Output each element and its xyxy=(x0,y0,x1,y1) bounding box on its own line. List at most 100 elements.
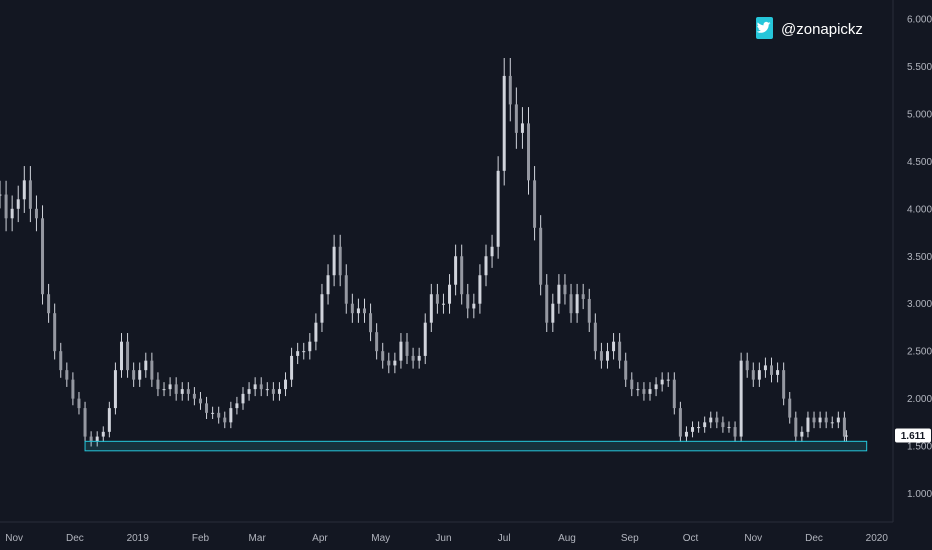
candle-body xyxy=(34,208,38,219)
candle xyxy=(101,426,105,442)
candle-body xyxy=(417,355,421,361)
candle xyxy=(514,87,518,149)
candle xyxy=(545,274,549,332)
y-tick-label: 2.500 xyxy=(907,347,932,358)
candle xyxy=(844,430,848,442)
candle xyxy=(575,283,579,323)
candle-body xyxy=(174,384,178,394)
candle-body xyxy=(265,389,269,391)
watermark: @zonapickz xyxy=(756,17,863,39)
candle xyxy=(247,382,251,401)
candle xyxy=(599,342,603,369)
candle xyxy=(581,283,585,310)
candle-body xyxy=(448,284,452,304)
candle-body xyxy=(624,360,628,380)
candle xyxy=(344,264,348,314)
candle-body xyxy=(411,355,415,361)
x-tick-label: Dec xyxy=(805,533,823,544)
candle-body xyxy=(618,341,622,361)
candle xyxy=(502,57,506,186)
candle xyxy=(417,347,421,369)
candle xyxy=(605,342,609,369)
candle-body xyxy=(423,322,427,356)
candle xyxy=(782,362,786,406)
candle xyxy=(794,411,798,442)
candle xyxy=(435,283,439,314)
candle-body xyxy=(812,417,816,423)
candle-body xyxy=(399,341,403,361)
candle-body xyxy=(59,351,63,371)
candle-body xyxy=(800,431,804,437)
x-tick-label: Feb xyxy=(192,533,210,544)
candle-body xyxy=(393,360,397,366)
candle-body xyxy=(581,294,585,299)
candle-body xyxy=(709,417,713,423)
candle xyxy=(0,180,2,209)
candle xyxy=(721,416,725,433)
candle xyxy=(113,362,117,415)
candle xyxy=(709,411,713,429)
last-price-tag: 1.611 xyxy=(895,428,931,443)
candle-body xyxy=(162,389,166,391)
candle-body xyxy=(563,284,567,295)
price-axis[interactable]: 6.000 5.500 5.000 4.500 4.000 3.500 3.000 2.500… xyxy=(892,0,932,522)
candle-body xyxy=(314,322,318,342)
candle-body xyxy=(247,389,251,394)
candle xyxy=(150,352,154,387)
candle xyxy=(229,401,233,429)
support-zone[interactable] xyxy=(84,440,868,452)
candle xyxy=(788,391,792,424)
candle-body xyxy=(138,370,142,380)
candle-body xyxy=(514,104,518,133)
candle-body xyxy=(630,379,634,390)
candle-body xyxy=(478,275,482,304)
candle xyxy=(496,156,500,259)
candle-body xyxy=(150,360,154,380)
candle xyxy=(265,382,269,397)
candle-body xyxy=(776,370,780,375)
candle xyxy=(703,416,707,433)
candle xyxy=(824,411,828,429)
candle-body xyxy=(156,379,160,390)
candle-body xyxy=(672,379,676,409)
candle xyxy=(22,166,26,213)
candle xyxy=(338,234,342,287)
candle xyxy=(47,283,51,323)
candle xyxy=(405,333,409,365)
candle xyxy=(83,401,87,442)
y-tick-label: 1.000 xyxy=(907,489,932,500)
candle-body xyxy=(338,246,342,276)
candle xyxy=(624,352,628,387)
candle xyxy=(156,372,160,397)
candle-body xyxy=(186,389,190,394)
candle xyxy=(484,244,488,287)
candle xyxy=(308,333,312,360)
y-tick-label: 5.500 xyxy=(907,62,932,73)
candle-body xyxy=(95,436,99,442)
candle xyxy=(381,342,385,369)
candle-body xyxy=(660,379,664,385)
candle xyxy=(53,303,57,360)
candle xyxy=(478,264,482,314)
candle xyxy=(4,180,8,232)
time-axis[interactable]: Nov Dec 2019 Feb Mar Apr May Jun Jul Aug Sep Oct Nov… xyxy=(0,521,893,544)
candle xyxy=(205,396,209,419)
candle xyxy=(636,382,640,397)
candle xyxy=(393,352,397,374)
candle xyxy=(836,411,840,429)
candle xyxy=(241,387,245,410)
candle xyxy=(684,426,688,442)
candle xyxy=(332,234,336,287)
y-tick-label: 1.500 xyxy=(907,442,932,453)
candle-body xyxy=(180,389,184,394)
candle-body xyxy=(527,123,531,181)
candle-body xyxy=(71,379,75,399)
candle-body xyxy=(326,275,330,295)
candle-body xyxy=(733,427,737,437)
y-tick-label: 3.500 xyxy=(907,252,932,263)
candle-body xyxy=(763,365,767,371)
candle-body xyxy=(454,256,458,285)
candle xyxy=(235,396,239,415)
candle-body xyxy=(691,427,695,432)
